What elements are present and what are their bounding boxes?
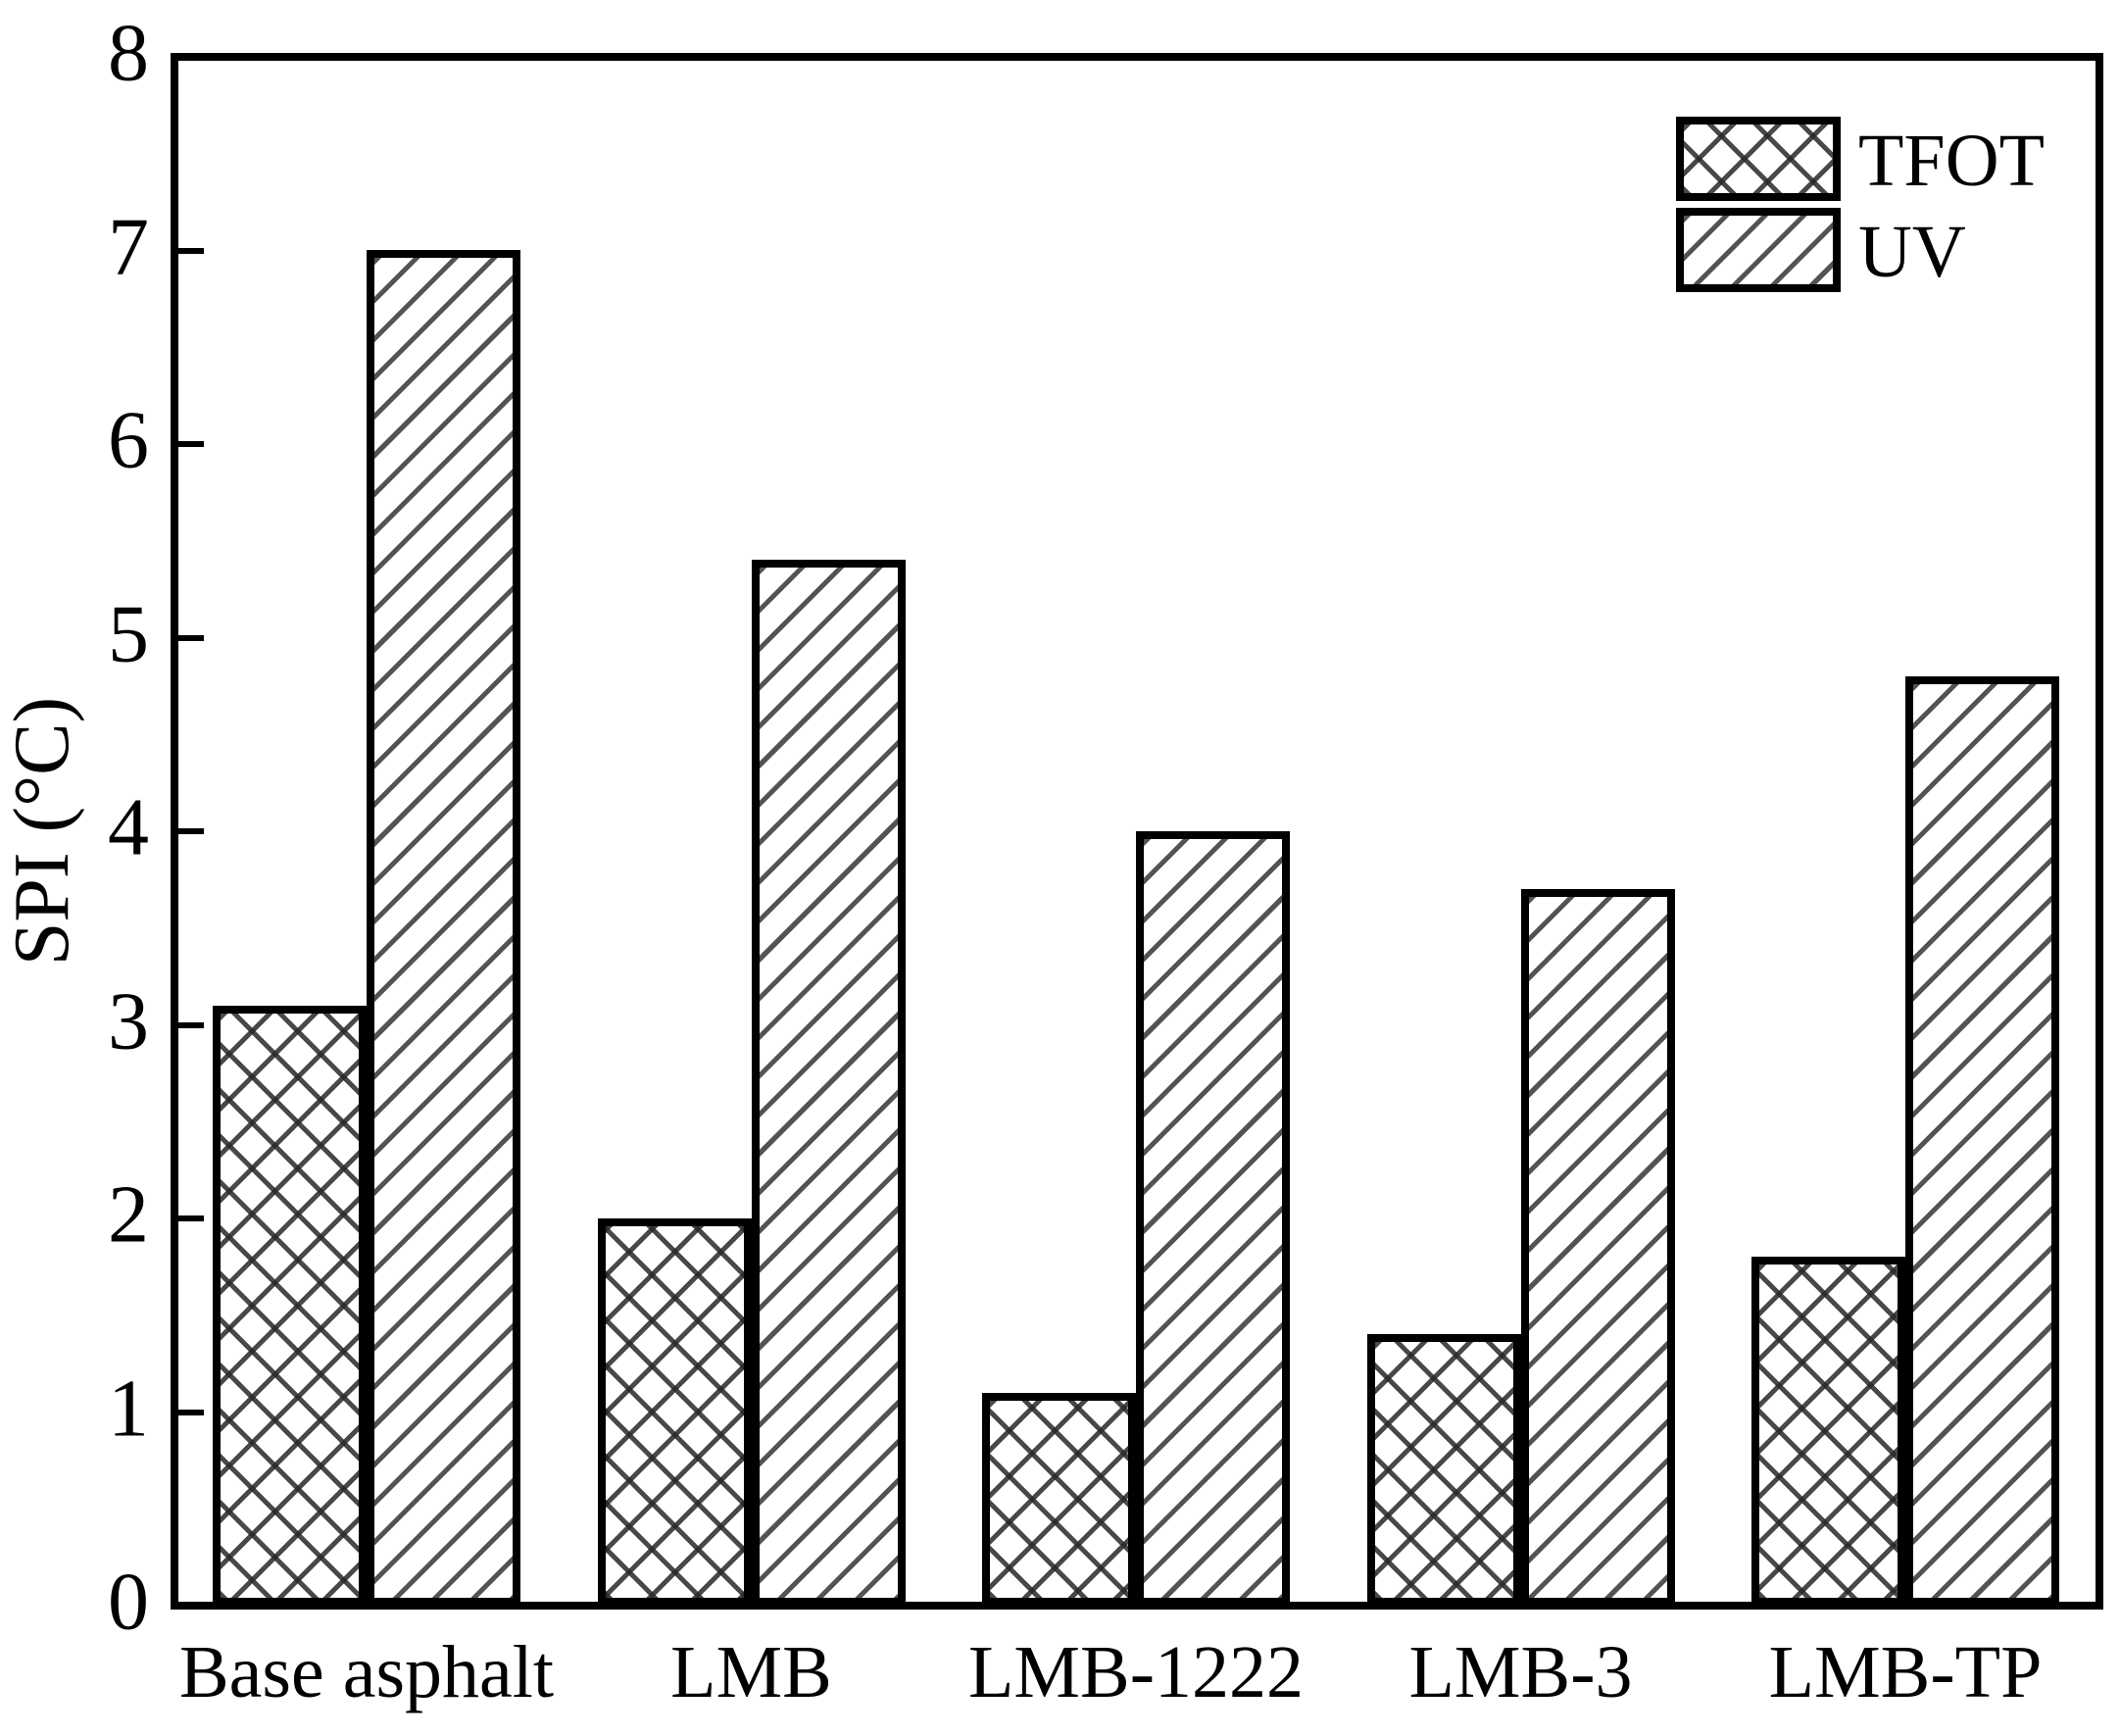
x-category-label-lmb-3: LMB-3 [1408, 1631, 1633, 1713]
y-tick-label-8: 8 [108, 7, 149, 99]
bar-tfot-lmb-1222 [982, 1393, 1136, 1606]
y-tick-label-4: 4 [108, 781, 149, 873]
x-category-label-base-asphalt: Base asphalt [178, 1631, 555, 1713]
y-tick-6 [174, 441, 204, 447]
bar-uv-lmb-1222 [1136, 831, 1290, 1606]
y-tick-5 [174, 634, 204, 641]
bar-uv-lmb [752, 560, 906, 1606]
x-category-label-lmb-tp: LMB-TP [1768, 1631, 2043, 1713]
bar-uv-lmb-tp [1905, 676, 2059, 1606]
y-tick-1 [174, 1409, 204, 1415]
legend-label-uv: UV [1858, 211, 1966, 293]
y-tick-4 [174, 828, 204, 834]
x-category-label-lmb: LMB [670, 1631, 832, 1713]
bar-uv-base-asphalt [367, 250, 520, 1606]
legend-label-tfot: TFOT [1858, 120, 2045, 202]
bar-uv-lmb-3 [1521, 889, 1675, 1606]
y-tick-label-6: 6 [108, 394, 149, 486]
y-tick-label-7: 7 [108, 201, 149, 293]
x-category-label-lmb-1222: LMB-1222 [968, 1631, 1304, 1713]
y-tick-2 [174, 1215, 204, 1221]
y-tick-label-1: 1 [108, 1363, 149, 1455]
legend-swatch-uv-diagonal-icon [1676, 208, 1841, 292]
y-tick-label-0: 0 [108, 1556, 149, 1648]
y-tick-3 [174, 1021, 204, 1028]
y-tick-label-2: 2 [108, 1168, 149, 1261]
y-tick-label-3: 3 [108, 975, 149, 1067]
bar-tfot-lmb-3 [1367, 1334, 1521, 1606]
legend-swatch-tfot-crosshatch-icon [1676, 117, 1841, 201]
bar-tfot-lmb [598, 1218, 752, 1606]
y-tick-label-5: 5 [108, 588, 149, 680]
bar-tfot-base-asphalt [213, 1006, 367, 1606]
y-tick-7 [174, 247, 204, 254]
bar-tfot-lmb-tp [1751, 1257, 1905, 1606]
